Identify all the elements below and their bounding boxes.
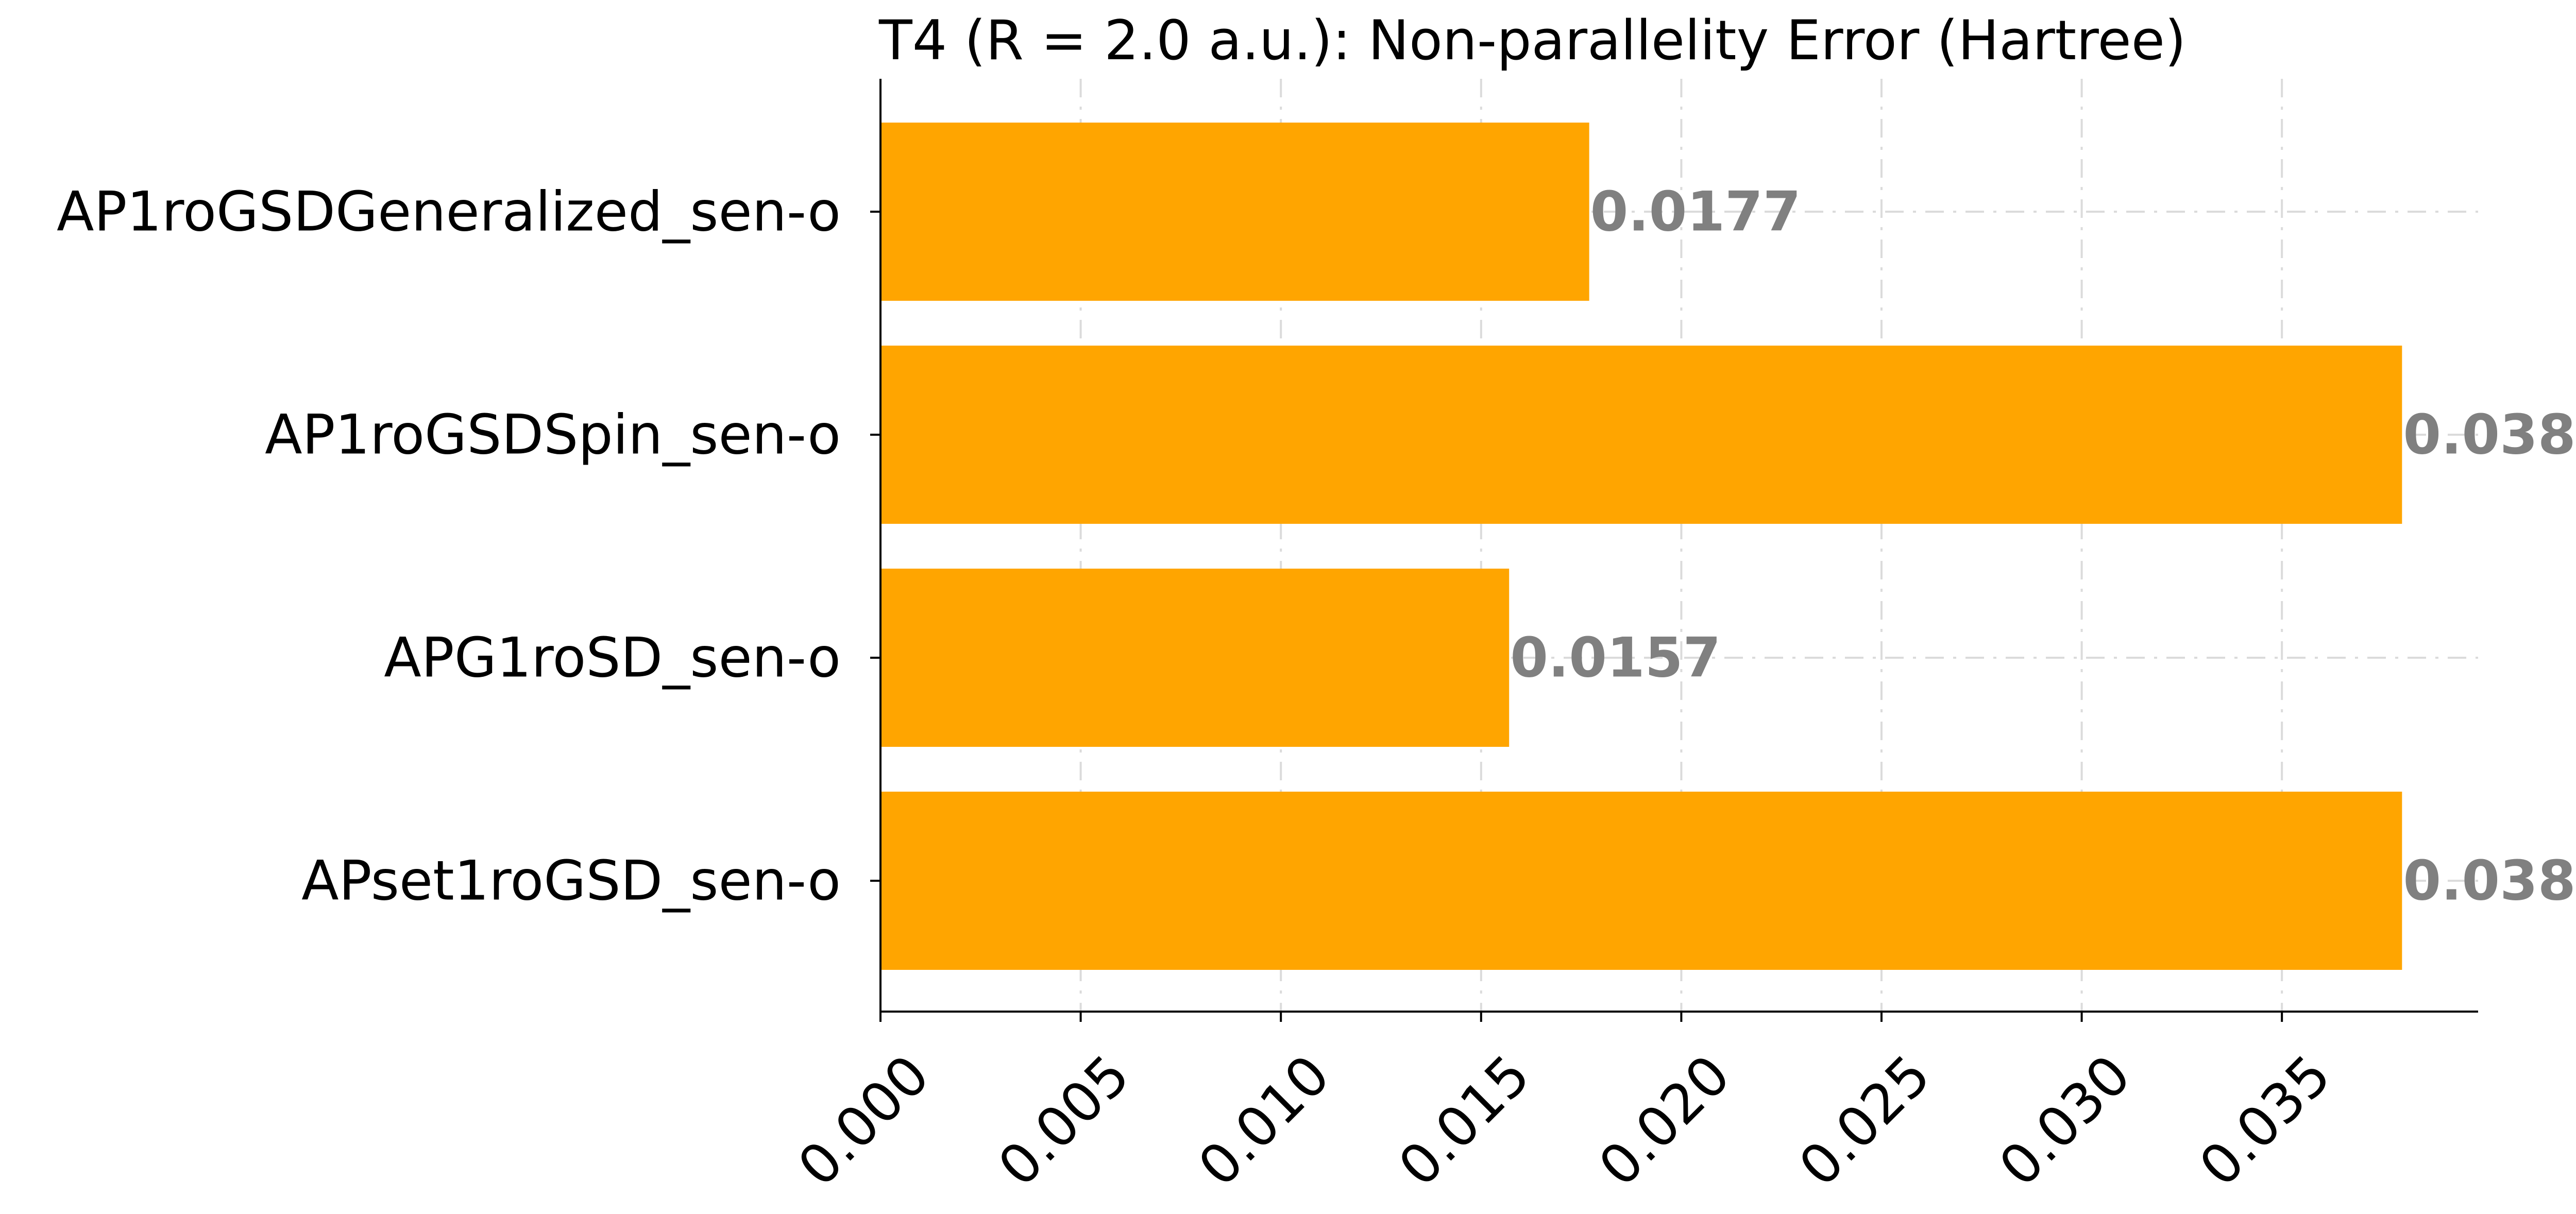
x-tick-label: 0.030 bbox=[1987, 1043, 2143, 1199]
category-label: AP1roGSDSpin_sen-o bbox=[265, 403, 841, 467]
axes bbox=[879, 79, 2478, 1013]
value-label: 0.0157 bbox=[1510, 626, 1721, 690]
bars bbox=[880, 123, 2402, 970]
x-tick-label: 0.025 bbox=[1787, 1043, 1943, 1199]
y-axis-categories: AP1roGSDGeneralized_sen-o AP1roGSDSpin_se… bbox=[57, 180, 880, 913]
x-tick-label: 0.000 bbox=[786, 1043, 942, 1199]
x-tick-label: 0.005 bbox=[986, 1043, 1142, 1199]
value-label: 0.0177 bbox=[1590, 180, 1801, 244]
category-label: APset1roGSD_sen-o bbox=[301, 849, 841, 913]
category-label: APG1roSD_sen-o bbox=[384, 626, 841, 690]
x-tick-label: 0.010 bbox=[1187, 1043, 1342, 1199]
bar bbox=[880, 569, 1510, 747]
value-label: 0.038 bbox=[2403, 403, 2575, 467]
bar bbox=[880, 123, 1589, 301]
bar bbox=[880, 792, 2402, 970]
value-label: 0.038 bbox=[2403, 849, 2575, 913]
bar bbox=[880, 346, 2402, 524]
value-labels: 0.0177 0.038 0.0157 0.038 bbox=[1510, 180, 2575, 913]
chart-title: T4 (R = 2.0 a.u.): Non-parallelity Error… bbox=[878, 9, 2186, 72]
x-tick-label: 0.020 bbox=[1587, 1043, 1742, 1199]
category-label: AP1roGSDGeneralized_sen-o bbox=[57, 180, 841, 244]
x-tick-label: 0.015 bbox=[1386, 1043, 1542, 1199]
x-axis-ticks: 0.000 0.005 0.010 0.015 0.020 0.025 0.030 0.035 bbox=[786, 1012, 2343, 1199]
x-tick-label: 0.035 bbox=[2188, 1043, 2343, 1199]
